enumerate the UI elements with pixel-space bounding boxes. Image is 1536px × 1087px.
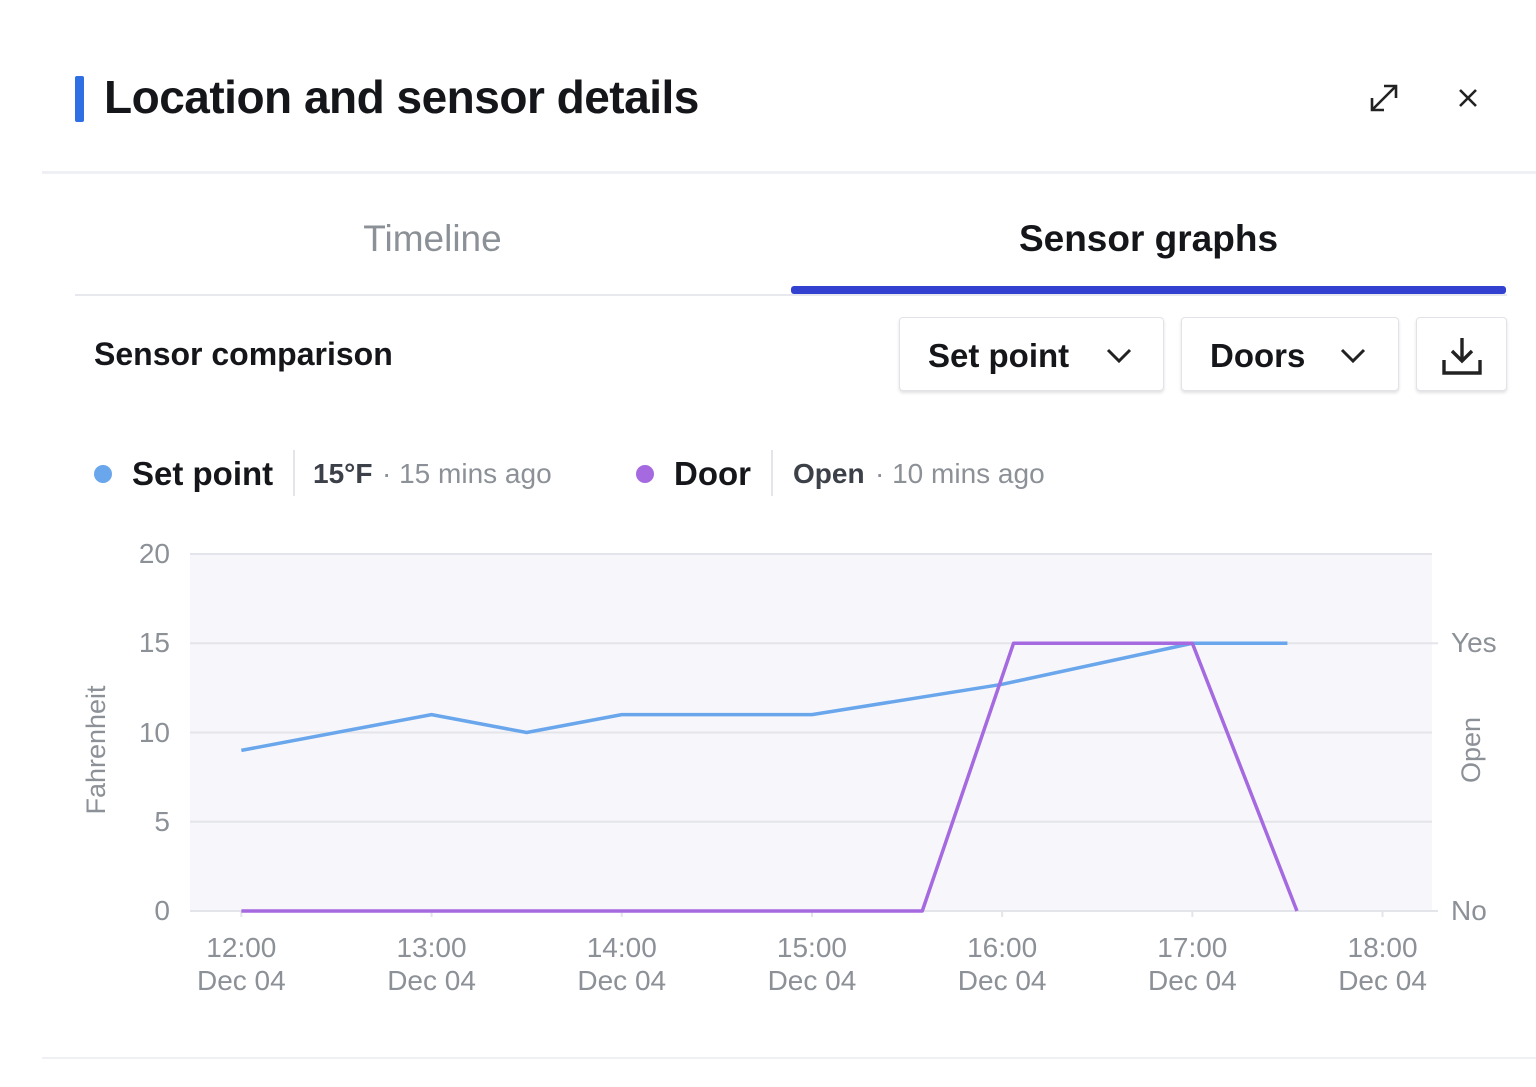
expand-button[interactable]: [1366, 80, 1402, 116]
x-tick-label: 17:00 Dec 04: [1147, 932, 1237, 996]
legend-dot: [94, 465, 112, 483]
legend-time: · 15 mins ago: [382, 458, 552, 489]
dropdown[interactable]: Set point: [899, 317, 1164, 391]
y-axis-title: Fahrenheit: [81, 685, 111, 815]
divider: [42, 171, 1536, 174]
y-tick-label: 0: [154, 895, 170, 926]
chevron: [1106, 348, 1132, 364]
legend-value: 15°F: [313, 458, 373, 489]
y2-tick-label: No: [1451, 895, 1487, 926]
tab-divider: [75, 294, 1507, 296]
y-tick-label: 5: [154, 805, 170, 837]
series-line: [241, 641, 1288, 753]
legend-name: Door: [674, 455, 751, 492]
active-tab-indicator: [791, 286, 1506, 294]
x-tick-label: 12:00 Dec 04: [196, 932, 286, 996]
legend-name: Set point: [132, 455, 274, 492]
x-tick-label: 13:00 Dec 04: [387, 932, 476, 996]
section-title: Sensor comparison: [94, 336, 393, 372]
y-tick-label: 10: [138, 716, 170, 748]
title-accent: [75, 76, 84, 122]
legend-separator: [771, 450, 773, 496]
tab[interactable]: Sensor graphs: [1018, 218, 1279, 259]
download-button[interactable]: [1416, 317, 1507, 391]
y-tick-label: 20: [138, 538, 170, 569]
x-tick-label: 14:00 Dec 04: [577, 932, 667, 996]
download-icon: [1442, 338, 1482, 375]
x-tick-label: 15:00 Dec 04: [767, 932, 857, 996]
series-line: [241, 641, 1299, 913]
divider: [42, 1057, 1536, 1059]
x-tick-label: 18:00 Dec 04: [1338, 932, 1427, 996]
close-button[interactable]: [1456, 86, 1480, 110]
panel-title: Location and sensor details: [104, 71, 699, 123]
x-tick-label: 16:00 Dec 04: [957, 932, 1047, 996]
y-tick-label: 15: [138, 627, 170, 659]
legend-dot: [636, 465, 654, 483]
dropdown-label: Doors: [1210, 337, 1306, 374]
legend-time: · 10 mins ago: [875, 458, 1045, 489]
y2-tick-label: Yes: [1451, 627, 1497, 659]
chevron: [1340, 348, 1366, 364]
legend-value: Open: [793, 458, 865, 489]
y2-axis-title: Open: [1456, 717, 1486, 783]
tab[interactable]: Timeline: [363, 218, 502, 259]
legend-separator: [293, 450, 295, 496]
dropdown-label: Set point: [928, 337, 1070, 374]
dropdown[interactable]: Doors: [1181, 317, 1399, 391]
